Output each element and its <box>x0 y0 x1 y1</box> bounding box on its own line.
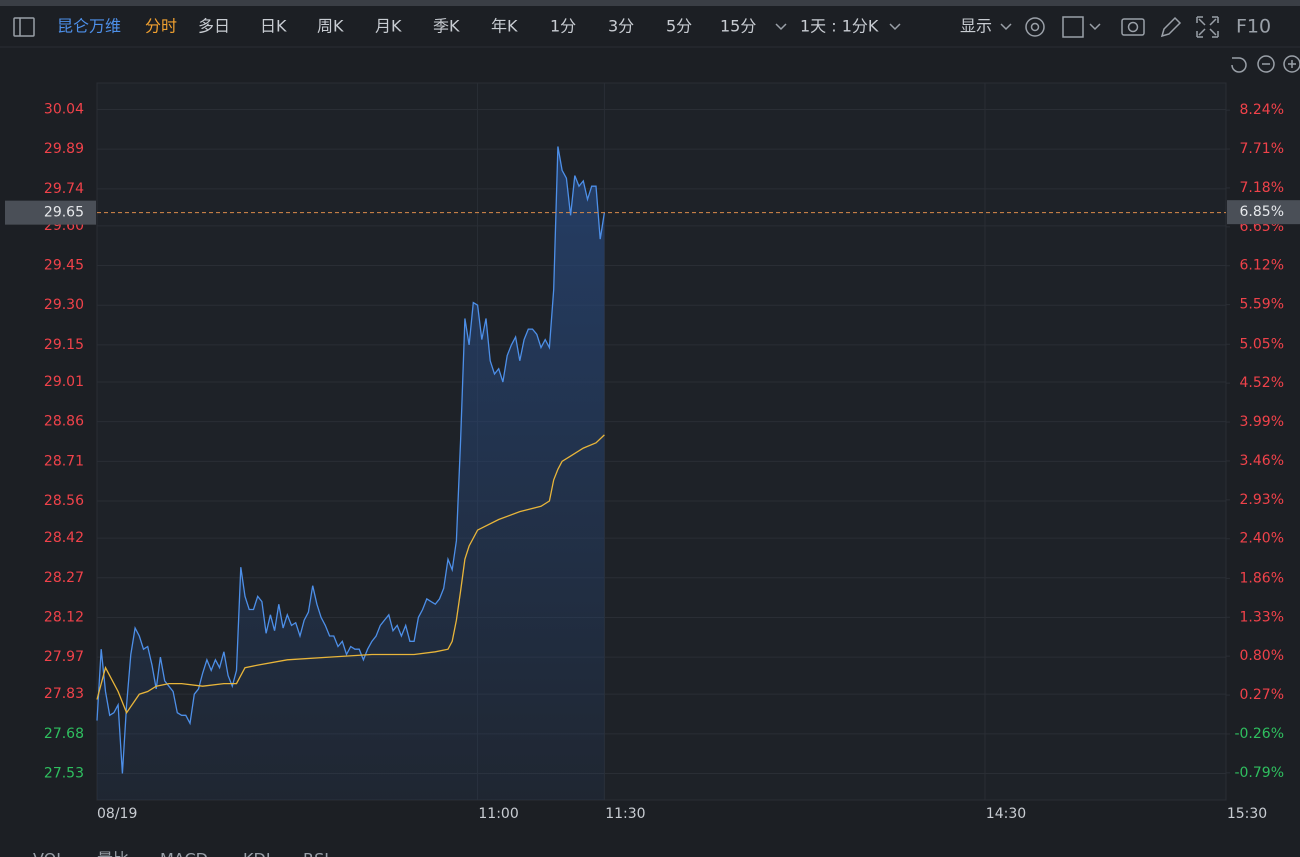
average-line <box>96 434 605 715</box>
period-tab[interactable]: 1分 <box>550 17 576 36</box>
y2-tick-label: 2.40% <box>1240 531 1284 547</box>
period-tab[interactable]: 周K <box>317 17 344 36</box>
y2-tick-label: 0.80% <box>1240 648 1284 664</box>
period-tab[interactable]: 15分 <box>720 17 756 36</box>
last-price-box <box>5 200 96 225</box>
x-tick-label: 11:30 <box>605 806 645 822</box>
y-tick-label: 29.89 <box>44 141 84 157</box>
period-tab[interactable]: 3分 <box>608 17 634 36</box>
y2-tick-label: 5.59% <box>1240 297 1284 313</box>
display-menu[interactable]: 显示 <box>960 17 992 36</box>
period-tab[interactable]: 季K <box>433 17 460 36</box>
y2-tick-label: 8.24% <box>1240 102 1284 118</box>
zoom-in-icon[interactable] <box>1283 55 1300 73</box>
y2-tick-label: 5.05% <box>1240 336 1284 352</box>
indicator-tab[interactable]: RSI <box>303 850 329 857</box>
y2-tick-label: 7.71% <box>1240 141 1284 157</box>
y2-tick-label: -0.26% <box>1234 726 1284 742</box>
y-tick-label: 28.42 <box>44 530 84 546</box>
plot: 30.0429.8929.7429.6029.4529.3029.1529.01… <box>5 82 1300 822</box>
y-tick-label: 28.86 <box>44 414 84 430</box>
camera-icon[interactable] <box>1121 18 1145 36</box>
settings-icon[interactable] <box>1025 17 1045 37</box>
last-change-label: 6.85% <box>1240 204 1284 220</box>
indicator-tab[interactable]: 量比 <box>97 850 129 857</box>
y2-tick-label: 7.18% <box>1240 180 1284 196</box>
y-tick-label: 29.01 <box>44 374 84 390</box>
sidebar-toggle[interactable] <box>13 17 35 37</box>
y2-tick-label: 4.52% <box>1240 375 1284 391</box>
y-tick-label: 28.27 <box>44 570 84 586</box>
fullscreen-icon[interactable] <box>1196 16 1219 38</box>
y-tick-label: 28.56 <box>44 493 84 509</box>
y2-tick-label: 3.99% <box>1240 414 1284 430</box>
last-price-label: 29.65 <box>44 205 84 221</box>
layout-icon[interactable] <box>1062 16 1084 38</box>
y-tick-label: 27.83 <box>44 686 84 702</box>
y2-tick-label: 1.86% <box>1240 570 1284 586</box>
x-tick-label: 08/19 <box>97 806 137 822</box>
y-tick-label: 27.53 <box>44 766 84 782</box>
f10-button[interactable]: F10 <box>1236 16 1271 38</box>
draw-icon[interactable] <box>1160 16 1182 38</box>
y-tick-label: 29.45 <box>44 258 84 274</box>
stock-name[interactable]: 昆仑万维 <box>57 17 121 36</box>
period-tab[interactable]: 年K <box>491 17 518 36</box>
y2-tick-label: 6.12% <box>1240 258 1284 274</box>
y-tick-label: 28.71 <box>44 453 84 469</box>
x-tick-label: 14:30 <box>986 806 1026 822</box>
period-tab[interactable]: 5分 <box>666 17 692 36</box>
y-tick-label: 27.97 <box>44 649 84 665</box>
y-tick-label: 27.68 <box>44 726 84 742</box>
reset-icon[interactable] <box>1231 57 1247 73</box>
y2-tick-label: 1.33% <box>1240 609 1284 625</box>
y2-tick-label: -0.79% <box>1234 765 1284 781</box>
period-tab[interactable]: 分时 <box>145 17 177 36</box>
x-tick-label: 15:30 <box>1227 806 1267 822</box>
top-strip <box>0 0 1300 6</box>
period-selector[interactable]: 1天 : 1分K <box>800 17 879 36</box>
period-tab[interactable]: 多日 <box>198 17 230 36</box>
last-change-box <box>1227 200 1300 225</box>
indicator-tab[interactable]: KDJ <box>243 850 271 857</box>
y-tick-label: 29.74 <box>44 181 84 197</box>
y-tick-label: 28.12 <box>44 609 84 625</box>
zoom-out-icon[interactable] <box>1257 55 1275 73</box>
chevrons <box>775 23 1101 31</box>
indicator-tab[interactable]: MACD <box>160 850 208 857</box>
period-tab[interactable]: 日K <box>260 17 287 36</box>
price-line <box>96 146 606 774</box>
y-tick-label: 29.15 <box>44 337 84 353</box>
indicator-tab[interactable]: VOL <box>33 850 65 857</box>
y-tick-label: 29.30 <box>44 297 84 313</box>
y2-tick-label: 2.93% <box>1240 492 1284 508</box>
y-tick-label: 30.04 <box>44 101 84 117</box>
y2-tick-label: 3.46% <box>1240 453 1284 469</box>
y2-tick-label: 0.27% <box>1240 687 1284 703</box>
period-tab[interactable]: 月K <box>375 17 402 36</box>
x-tick-label: 11:00 <box>478 806 518 822</box>
